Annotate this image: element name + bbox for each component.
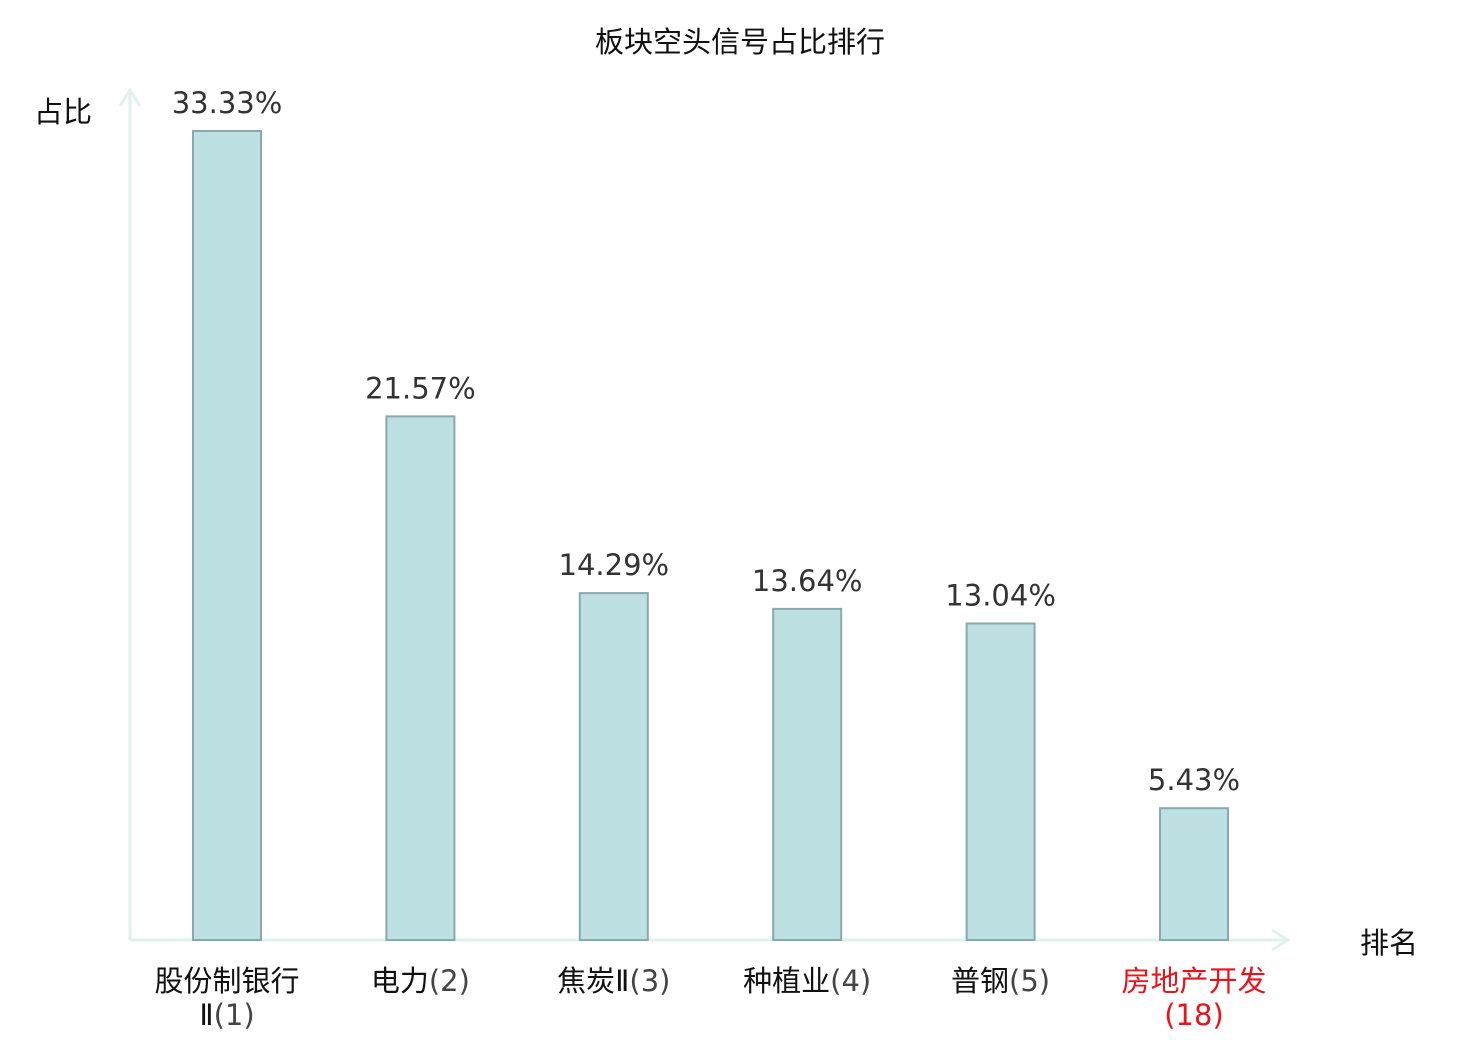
bar-series xyxy=(192,130,1229,942)
x-tick-label: 电力(2) xyxy=(335,964,505,998)
y-axis-label: 占比 xyxy=(34,95,92,129)
category-rank: (18) xyxy=(1164,998,1224,1032)
bar-value-label: 13.04% xyxy=(945,579,1056,613)
x-axis-label: 排名 xyxy=(1360,926,1418,960)
category-name: 种植业 xyxy=(743,964,831,998)
category-name: 电力 xyxy=(370,964,429,998)
bar-value-label: 33.33% xyxy=(172,86,283,120)
bar xyxy=(192,130,262,941)
chart-title: 板块空头信号占比排行 xyxy=(595,25,885,59)
category-rank: (3) xyxy=(629,964,671,998)
x-tick-label: 房地产开发(18) xyxy=(1109,964,1279,1032)
x-tick-label: 焦炭Ⅱ(3) xyxy=(529,964,699,998)
x-tick-label: 普钢(5) xyxy=(916,964,1086,998)
category-rank: (1) xyxy=(213,998,255,1032)
x-tick-label: 种植业(4) xyxy=(722,964,892,998)
bar-value-label: 13.64% xyxy=(752,564,863,598)
category-rank: (2) xyxy=(428,964,470,998)
category-name: 普钢 xyxy=(951,964,1010,998)
bar xyxy=(578,592,649,941)
category-rank: (5) xyxy=(1009,964,1051,998)
bar xyxy=(1159,807,1229,942)
category-rank: (4) xyxy=(830,964,872,998)
value-labels: 33.33% 21.57% 14.29% 13.64% 13.04% 5.43% xyxy=(172,86,1240,797)
category-name: 股份制银行Ⅱ xyxy=(154,964,300,1032)
x-tick-label: 股份制银行Ⅱ(1) xyxy=(142,964,312,1032)
bar-value-label: 5.43% xyxy=(1148,763,1240,797)
bar xyxy=(772,607,843,942)
bar-value-label: 21.57% xyxy=(365,371,476,405)
bar xyxy=(965,622,1036,941)
x-axis xyxy=(130,928,1291,952)
category-name: 房地产开发 xyxy=(1121,964,1267,998)
category-name: 焦炭Ⅱ xyxy=(557,964,630,998)
bar-value-label: 14.29% xyxy=(559,548,670,582)
y-axis xyxy=(118,87,142,940)
bar xyxy=(385,415,456,941)
